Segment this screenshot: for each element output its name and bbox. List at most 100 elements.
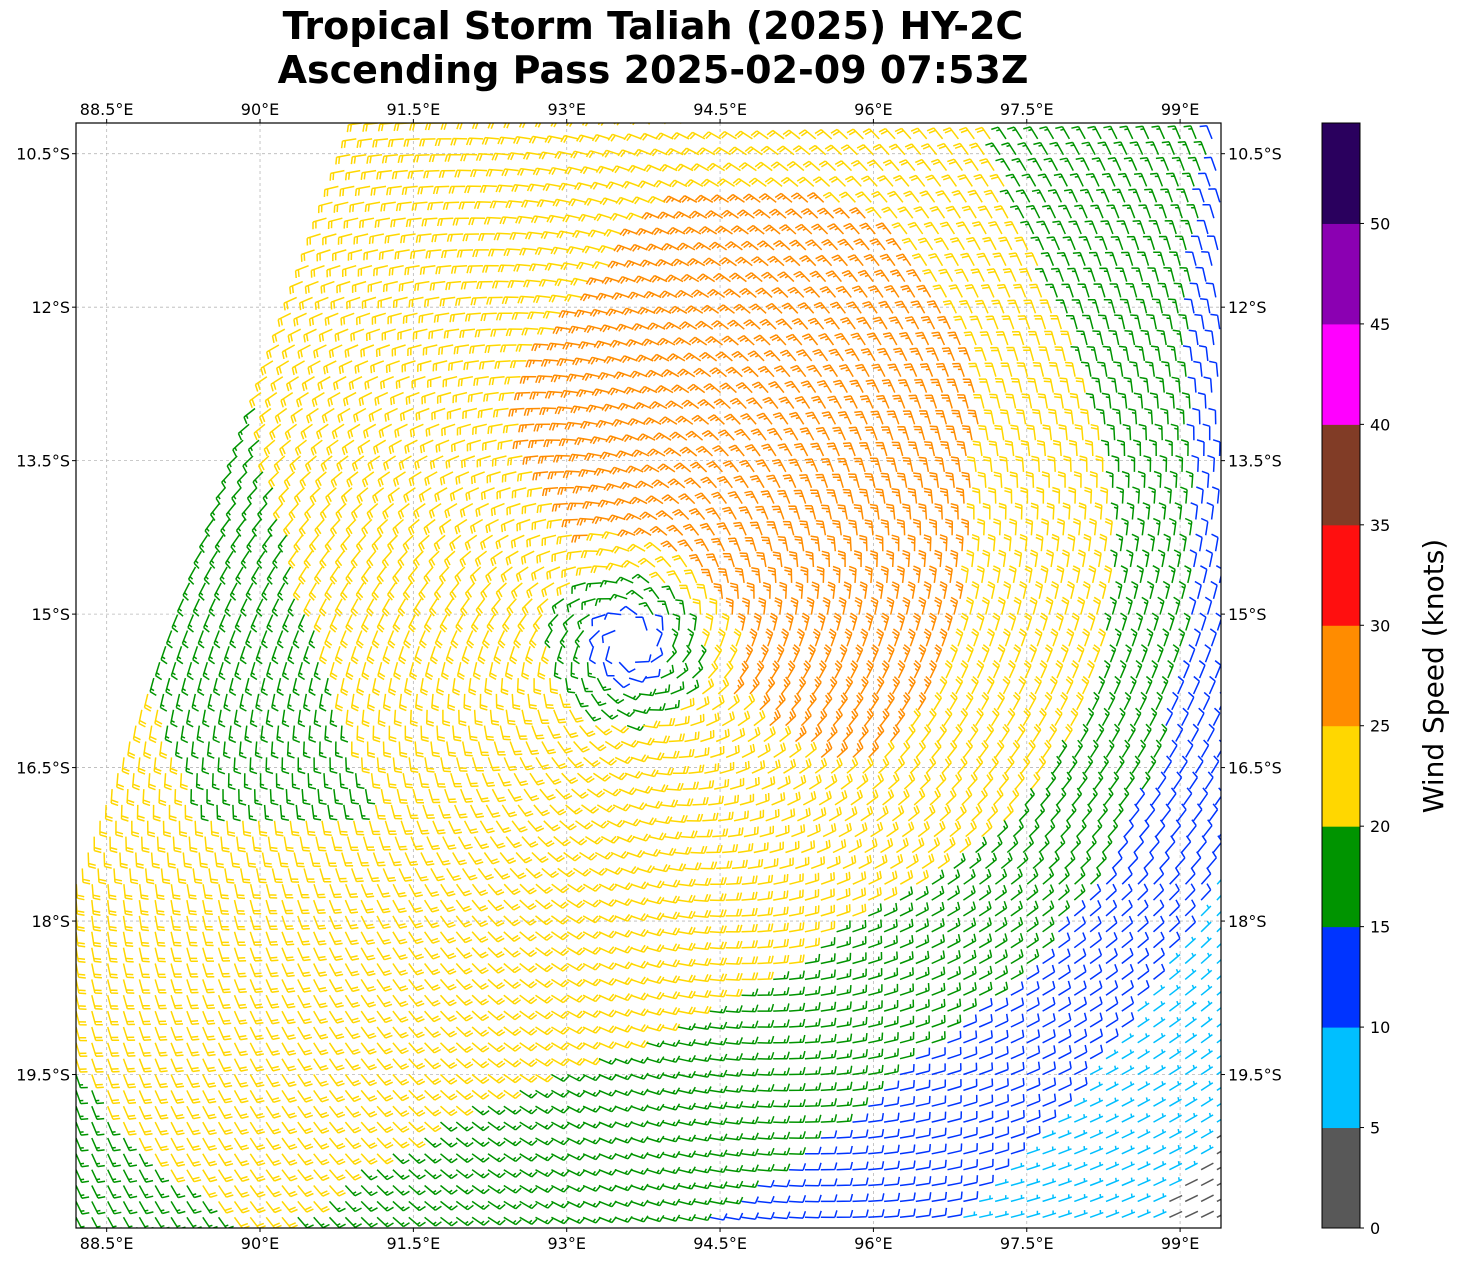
wind-barb	[233, 931, 246, 946]
wind-barb	[131, 820, 140, 838]
wind-barb	[360, 931, 376, 945]
wind-barb	[1194, 755, 1204, 774]
wind-barb	[527, 820, 545, 832]
wind-barb	[635, 616, 648, 631]
wind-barb	[166, 852, 176, 869]
wind-barb	[1071, 299, 1084, 314]
wind-barb	[1128, 188, 1142, 203]
wind-barb	[261, 534, 272, 553]
wind-barb	[811, 223, 829, 235]
wind-barb	[741, 1132, 759, 1141]
wind-barb	[1058, 1210, 1073, 1219]
wind-barb	[800, 708, 812, 727]
wind-barb	[417, 185, 434, 195]
wind-barb	[217, 947, 231, 962]
wind-barb	[757, 1067, 775, 1076]
wind-barb	[465, 487, 480, 501]
wind-barb	[868, 1032, 884, 1044]
wind-barb	[234, 661, 242, 681]
wind-barb	[908, 394, 922, 409]
wind-barb	[457, 375, 474, 387]
wind-barb	[1099, 755, 1110, 774]
wind-barb	[941, 174, 958, 187]
wind-barb	[392, 899, 407, 914]
wind-barb	[481, 630, 490, 649]
wind-barb	[985, 852, 998, 869]
wind-barb	[711, 320, 729, 330]
wind-barb	[91, 1042, 104, 1057]
wind-barb	[693, 1197, 712, 1206]
wind-barb	[910, 300, 926, 314]
wind-barb	[718, 130, 737, 140]
wind-barb	[931, 1207, 948, 1219]
wind-barb	[316, 249, 331, 262]
wind-barb	[875, 488, 886, 504]
wind-barb	[1184, 1112, 1198, 1123]
wind-barb	[1016, 362, 1029, 377]
wind-barb	[1196, 439, 1205, 457]
wind-barb	[429, 280, 446, 291]
wind-barb	[1043, 157, 1059, 171]
wind-barb	[594, 725, 613, 736]
wind-barb	[1187, 691, 1195, 711]
wind-barb	[577, 341, 596, 350]
wind-barb	[791, 824, 806, 838]
wind-barb	[376, 899, 391, 914]
wind-barb	[1137, 1049, 1150, 1060]
wind-barb	[607, 260, 626, 269]
wind-barb	[973, 393, 985, 409]
wind-barb	[454, 518, 468, 535]
title-line-2: Ascending Pass 2025-02-09 07:53Z	[277, 48, 1029, 92]
wind-barb	[868, 903, 883, 917]
wind-barb	[828, 806, 842, 822]
wind-barb	[789, 239, 807, 251]
wind-barb	[1042, 1029, 1056, 1044]
wind-barb	[1028, 691, 1037, 711]
wind-barb	[147, 773, 156, 791]
wind-barb	[1210, 580, 1218, 599]
wind-barb	[554, 406, 572, 415]
wind-barb	[928, 612, 937, 631]
wind-barb	[725, 1053, 743, 1061]
wind-barb	[859, 442, 872, 457]
wind-barb	[76, 963, 86, 979]
wind-barb	[91, 1074, 104, 1089]
wind-barb	[1076, 330, 1088, 346]
wind-barb	[806, 364, 823, 378]
wind-barb	[260, 360, 274, 376]
wind-barb	[1210, 313, 1221, 330]
colorbar-bin	[1322, 524, 1360, 626]
wind-barb	[909, 756, 921, 774]
wind-barb	[1184, 867, 1196, 885]
wind-barb	[826, 489, 839, 504]
wind-barb	[370, 773, 381, 789]
wind-barb	[661, 242, 680, 251]
wind-barb	[582, 1073, 602, 1082]
wind-barb	[546, 214, 565, 223]
wind-barb	[585, 404, 604, 413]
wind-barb	[217, 899, 230, 915]
wind-barb	[402, 312, 418, 324]
wind-barb	[1167, 660, 1174, 679]
wind-barb	[374, 804, 386, 820]
wind-barb	[974, 346, 987, 362]
wind-barb	[218, 661, 226, 681]
wind-barb	[969, 315, 983, 330]
wind-barb	[930, 378, 944, 393]
wind-barb	[365, 328, 381, 342]
lon-tick-label-top: 91.5°E	[386, 100, 440, 119]
wind-barb	[1066, 580, 1075, 599]
wind-barb	[1110, 549, 1118, 568]
wind-barb	[376, 1121, 394, 1134]
wind-barb	[469, 566, 482, 584]
wind-barb	[377, 471, 391, 488]
wind-barb	[1209, 628, 1217, 647]
wind-barb	[960, 612, 969, 631]
wind-barb	[936, 362, 950, 377]
wind-barb	[1137, 739, 1147, 758]
wind-barb	[872, 143, 890, 156]
wind-barb	[915, 1031, 931, 1044]
wind-barb	[614, 1136, 633, 1144]
wind-barb	[1119, 298, 1132, 314]
wind-barb	[853, 238, 870, 251]
